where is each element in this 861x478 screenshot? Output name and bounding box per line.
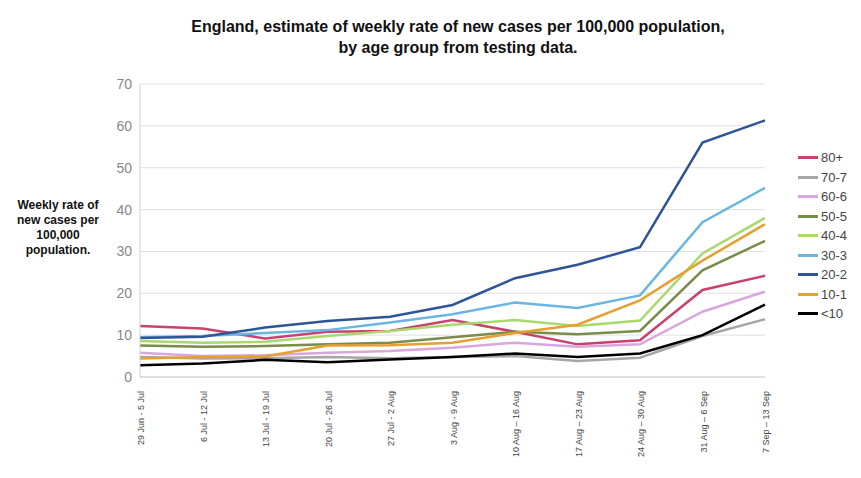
html-text:England, estimate of weekly ra: England, estimate of weekly rate of new … — [191, 18, 725, 35]
html-text:<10: <10 — [821, 306, 844, 322]
svg-text:10: 10 — [116, 327, 132, 343]
svg-text:17 Aug – 23 Aug: 17 Aug – 23 Aug — [574, 391, 584, 457]
html-text:by age group from testing data: by age group from testing data. — [338, 39, 578, 56]
html-text:Weekly rate of new cases per 1: Weekly rate of new cases per 100,000 pop… — [17, 198, 99, 257]
html-text:60-6: 60-6 — [821, 189, 847, 205]
html-text:80+: 80+ — [821, 150, 844, 166]
svg-text:60: 60 — [116, 118, 132, 134]
svg-text:20 Jul - 26 Jul: 20 Jul - 26 Jul — [324, 391, 334, 447]
html-text:10-1: 10-1 — [821, 286, 847, 302]
svg-text:0: 0 — [124, 369, 132, 385]
svg-text:50: 50 — [116, 160, 132, 176]
html-text:50-5: 50-5 — [821, 208, 847, 224]
html-text:40-4: 40-4 — [821, 228, 847, 244]
svg-text:40: 40 — [116, 202, 132, 218]
svg-text:7 Sep – 13 Sep: 7 Sep – 13 Sep — [761, 391, 771, 453]
svg-text:20: 20 — [116, 285, 132, 301]
svg-text:10 Aug – 16 Aug: 10 Aug – 16 Aug — [511, 391, 521, 457]
svg-text:13 Jul - 19 Jul: 13 Jul - 19 Jul — [261, 391, 271, 447]
svg-text:6 Jul - 12 Jul: 6 Jul - 12 Jul — [199, 391, 209, 442]
html-text:70-7: 70-7 — [821, 169, 847, 185]
svg-text:27 Jul - 2 Aug: 27 Jul - 2 Aug — [386, 391, 396, 446]
svg-text:3 Aug - 9 Aug: 3 Aug - 9 Aug — [449, 391, 459, 445]
html-text:20-2: 20-2 — [821, 267, 847, 283]
svg-text:24 Aug – 30 Aug: 24 Aug – 30 Aug — [636, 391, 646, 457]
svg-text:31 Aug – 6 Sep: 31 Aug – 6 Sep — [699, 391, 709, 453]
html-text:30-3: 30-3 — [821, 247, 847, 263]
svg-text:29 Jun - 5 Jul: 29 Jun - 5 Jul — [136, 391, 146, 445]
svg-text:30: 30 — [116, 243, 132, 259]
svg-text:70: 70 — [116, 76, 132, 92]
